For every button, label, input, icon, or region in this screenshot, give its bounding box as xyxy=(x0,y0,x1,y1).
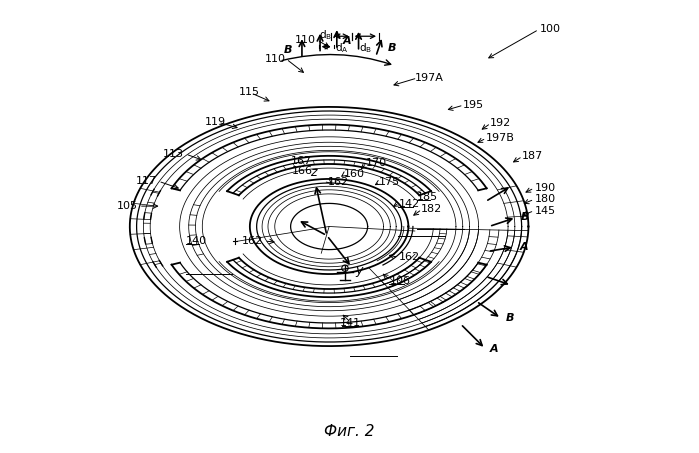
Text: 162: 162 xyxy=(328,177,349,187)
Text: 197A: 197A xyxy=(415,73,444,83)
Text: A: A xyxy=(490,344,498,354)
Text: 117: 117 xyxy=(136,176,157,186)
Text: B: B xyxy=(388,43,396,53)
Text: 105: 105 xyxy=(117,201,138,211)
Text: 113: 113 xyxy=(163,149,184,159)
Text: d$_\mathrm{B}$: d$_\mathrm{B}$ xyxy=(319,29,333,42)
Text: 160: 160 xyxy=(344,169,365,179)
Text: 197B: 197B xyxy=(485,133,514,143)
Text: A: A xyxy=(343,36,351,46)
Text: 119: 119 xyxy=(206,117,226,127)
Text: 162: 162 xyxy=(398,252,419,262)
Text: 166: 166 xyxy=(291,166,312,176)
Text: 142: 142 xyxy=(398,199,419,209)
Text: 140: 140 xyxy=(185,236,207,246)
Text: 175: 175 xyxy=(379,177,400,187)
Text: A: A xyxy=(519,242,528,252)
Text: B: B xyxy=(506,313,514,323)
Text: 185: 185 xyxy=(417,192,438,202)
Text: 170: 170 xyxy=(366,158,387,168)
Text: 110: 110 xyxy=(265,54,286,64)
Text: 192: 192 xyxy=(490,118,511,128)
Text: 106: 106 xyxy=(389,276,410,286)
Text: 100: 100 xyxy=(540,24,561,34)
Text: 110: 110 xyxy=(294,35,315,45)
Text: 145: 145 xyxy=(535,206,556,216)
Text: 190: 190 xyxy=(535,183,556,193)
Text: 182: 182 xyxy=(421,204,442,214)
Text: 162: 162 xyxy=(243,236,264,246)
Text: 195: 195 xyxy=(463,100,484,110)
Text: 187: 187 xyxy=(521,151,543,161)
Text: 180: 180 xyxy=(535,194,556,204)
Text: B: B xyxy=(521,212,529,222)
Text: d$_\mathrm{A}$: d$_\mathrm{A}$ xyxy=(335,42,348,55)
Text: B: B xyxy=(284,45,292,55)
Text: 141: 141 xyxy=(340,318,361,328)
Text: d$_\mathrm{B}$: d$_\mathrm{B}$ xyxy=(359,42,372,55)
Text: Фиг. 2: Фиг. 2 xyxy=(324,424,375,439)
Text: y: y xyxy=(355,265,363,277)
Text: 115: 115 xyxy=(238,87,259,97)
Text: z: z xyxy=(310,166,317,179)
Text: 167: 167 xyxy=(291,156,312,166)
